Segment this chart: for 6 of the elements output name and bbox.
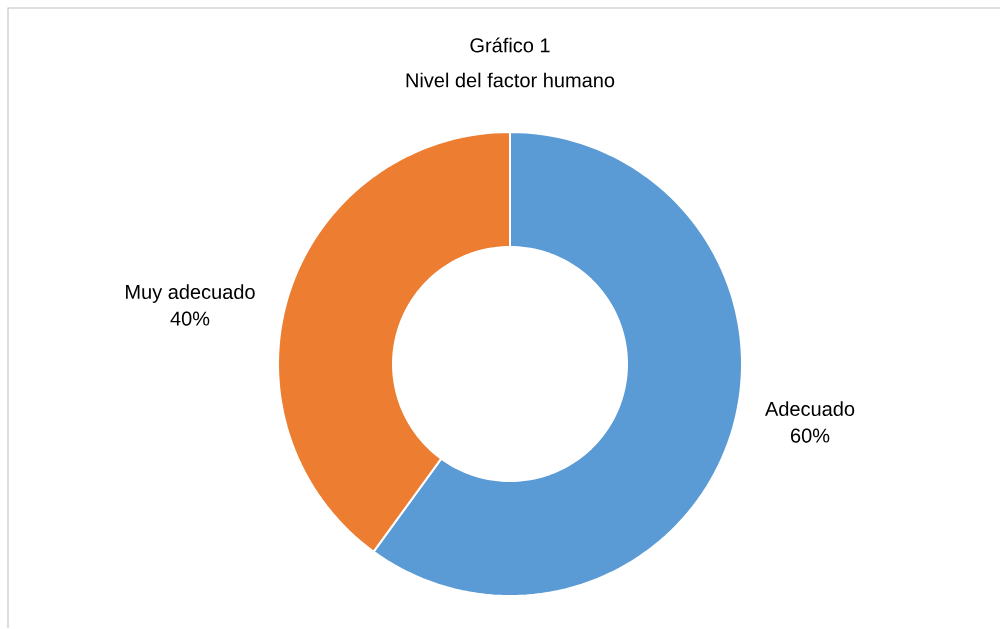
slice-label: Muy adecuado — [126, 284, 255, 304]
data-label: 40% — [170, 311, 210, 326]
data-label: 60% — [791, 428, 830, 443]
chart-subtitle: Nivel del factor humano — [406, 72, 615, 88]
slice-label: Adecuado — [765, 401, 855, 417]
chart-title: Gráfico 1 — [470, 37, 550, 53]
